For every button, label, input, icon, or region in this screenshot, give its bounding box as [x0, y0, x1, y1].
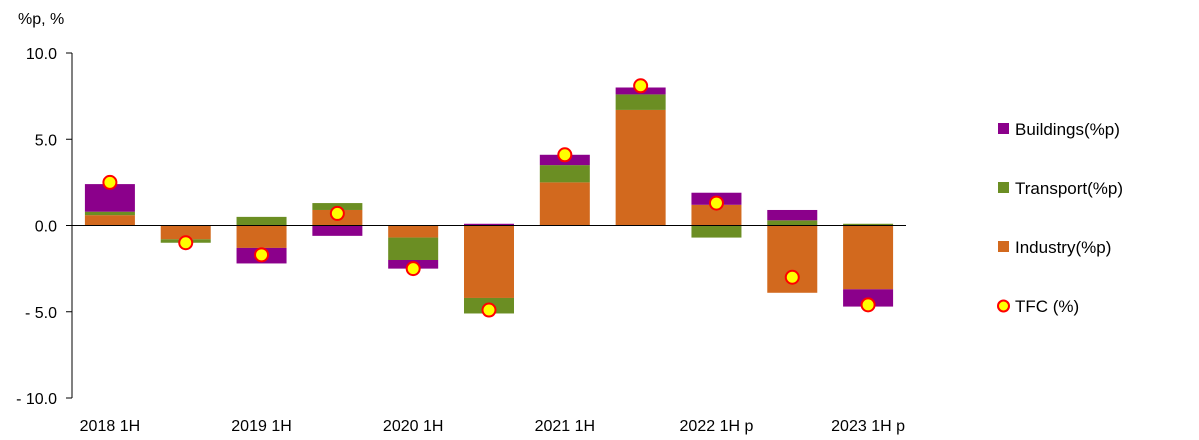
legend: Buildings(%p) Transport(%p) Industry(%p) TF…: [997, 120, 1123, 316]
legend-label: Industry(%p): [1015, 238, 1111, 257]
bar-segment: [84, 215, 135, 226]
category-labels: 2018 1H 2019 1H 2020 1H 2021 1H 2022 1H p 202…: [80, 418, 905, 435]
tfc-marker: [254, 247, 270, 263]
category-label: 2018 1H: [80, 418, 141, 435]
bar-segment: [84, 211, 135, 216]
category-label: 2023 1H p: [831, 418, 905, 435]
bar-segment: [388, 237, 439, 260]
bar-segment: [236, 225, 287, 248]
y-tick-label: 5.0: [35, 132, 57, 149]
tfc-markers: [102, 78, 876, 318]
legend-label: TFC (%): [1015, 297, 1079, 316]
bar-segment: [691, 225, 742, 238]
category-label: 2022 1H p: [680, 418, 754, 435]
bar-segment: [388, 225, 439, 238]
category-label: 2020 1H: [383, 418, 444, 435]
legend-swatch: [998, 123, 1009, 134]
tfc-marker: [557, 147, 573, 163]
bar-segment: [464, 225, 514, 298]
tfc-marker: [102, 174, 118, 190]
legend-marker: [997, 299, 1010, 313]
bar-segment: [843, 223, 894, 226]
bar-segment: [767, 220, 818, 226]
bar-segment: [464, 223, 514, 226]
tfc-marker: [178, 235, 194, 251]
bar-segment: [236, 216, 287, 226]
bar-segment: [615, 109, 666, 226]
y-tick-label: 0.0: [35, 219, 57, 236]
y-axis-unit-label: %p, %: [18, 11, 64, 28]
tfc-marker: [784, 269, 800, 285]
tfc-marker: [708, 195, 724, 211]
bar-segment: [160, 225, 211, 240]
y-axis-ticks: 10.0 5.0 0.0 - 5.0 - 10.0: [16, 46, 72, 408]
y-tick-label: - 5.0: [25, 305, 57, 322]
bar-segment: [539, 182, 590, 226]
tfc-marker: [405, 261, 421, 277]
tfc-marker: [481, 302, 497, 318]
tfc-marker: [329, 205, 345, 221]
legend-label: Buildings(%p): [1015, 120, 1120, 139]
legend-label: Transport(%p): [1015, 179, 1123, 198]
bar-segment: [615, 94, 666, 110]
bar-segment: [767, 209, 818, 221]
category-label: 2021 1H: [535, 418, 596, 435]
y-tick-label: - 10.0: [16, 391, 57, 408]
bar-segment: [539, 165, 590, 183]
legend-swatch: [998, 241, 1009, 252]
bar-series: [84, 87, 894, 314]
tfc-marker: [633, 78, 649, 94]
bar-segment: [843, 225, 894, 290]
category-label: 2019 1H: [231, 418, 292, 435]
bar-segment: [691, 204, 742, 226]
y-tick-label: 10.0: [26, 46, 57, 63]
legend-swatch: [998, 182, 1009, 193]
bar-segment: [312, 225, 363, 236]
tfc-marker: [860, 297, 876, 313]
